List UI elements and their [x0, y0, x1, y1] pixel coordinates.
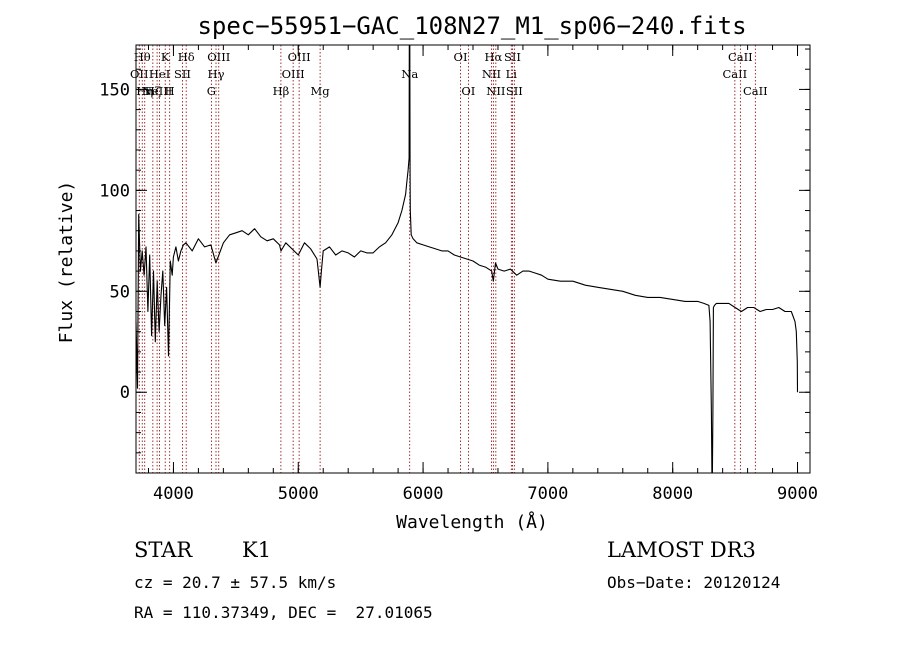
spectral-line-label: SII [174, 67, 191, 81]
coordinates: RA = 110.37349, DEC = 27.01065 [134, 603, 433, 622]
spectral-lines-layer: OIIHθHηHζNeIIIHeIKHSIIHδGHγOIIIHβOIIIOII… [130, 45, 768, 473]
spectral-line-label: CaII [743, 84, 768, 98]
spectral-line-label: OIII [282, 67, 305, 81]
spectral-line-label: HeI [149, 67, 170, 81]
y-axis-label: Flux (relative) [56, 181, 77, 344]
spectral-line-label: OI [454, 50, 468, 64]
y-tick-label: 100 [99, 181, 130, 201]
data-release: LAMOST DR3 [607, 538, 756, 562]
x-tick-label: 5000 [278, 484, 319, 504]
observation-date: Obs−Date: 20120124 [607, 573, 781, 592]
spectral-line-label: OII [130, 67, 149, 81]
spectral-line-label: Hβ [273, 84, 290, 98]
spectral-line-label: K [161, 50, 170, 64]
spectral-line-label: SII [504, 50, 521, 64]
spectral-line-label: Mg [311, 84, 331, 98]
axes-layer: 4000 5000 6000 7000 8000 9000 0 50 100 150 [99, 44, 818, 504]
y-tick-label: 0 [120, 383, 130, 403]
spectral-line-label: SII [506, 84, 523, 98]
spectral-line-label: OIII [288, 50, 311, 64]
spectral-line-label: OIII [207, 50, 230, 64]
x-axis-label: Wavelength (Å) [396, 511, 548, 533]
chart-title: spec−55951−GAC_108N27_M1_sp06−240.fits [197, 12, 746, 40]
spectral-line-label: Li [506, 67, 518, 81]
object-subclass: K1 [242, 538, 272, 562]
spectral-line-label: Hα [484, 50, 502, 64]
spectral-line-label: CaII [728, 50, 753, 64]
spectral-line-label: NII [482, 67, 501, 81]
y-tick-label: 150 [99, 80, 130, 100]
spectral-line-label: Hδ [178, 50, 195, 64]
x-tick-label: 6000 [403, 484, 444, 504]
spectral-line-label: Hη [136, 84, 153, 98]
spectral-line-label: Hγ [208, 67, 225, 81]
spectral-line-label: CaII [722, 67, 747, 81]
spectral-line-label: G [207, 84, 216, 98]
plot-frame [135, 44, 811, 474]
x-tick-label: 9000 [777, 484, 818, 504]
spectrum-series-line [135, 44, 799, 474]
spectral-line-label: H [165, 84, 175, 98]
x-tick-label: 7000 [527, 484, 568, 504]
redshift-velocity: cz = 20.7 ± 57.5 km/s [134, 573, 337, 592]
x-tick-label: 8000 [652, 484, 693, 504]
spectral-line-label: NeIII [142, 84, 173, 98]
series-layer [135, 44, 799, 474]
spectral-line-label: OI [461, 84, 475, 98]
spectral-line-label: Hθ [134, 50, 151, 64]
object-class: STAR [134, 538, 193, 562]
spectral-line-label: NII [486, 84, 505, 98]
x-tick-label: 4000 [153, 484, 194, 504]
y-tick-label: 50 [110, 282, 130, 302]
